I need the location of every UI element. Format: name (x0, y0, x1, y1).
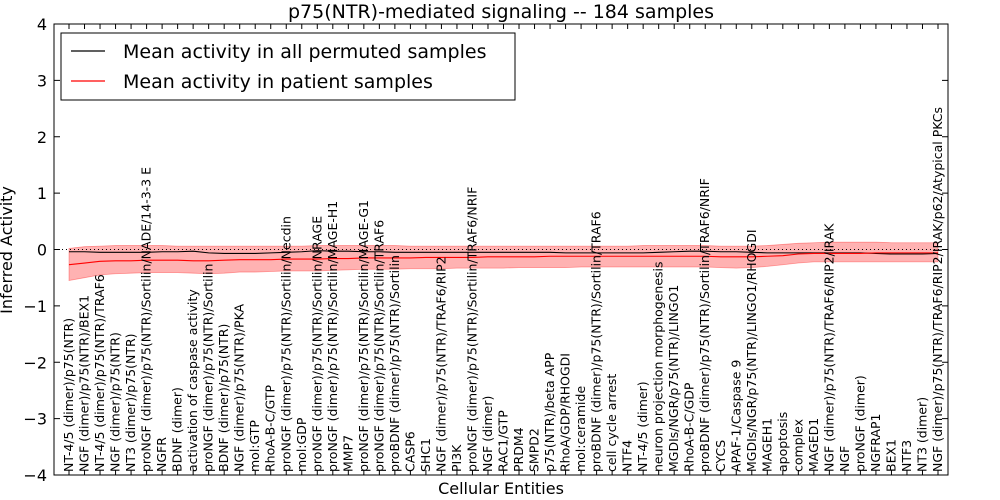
x-tick-label: RhoA/GDP/RHOGDI (558, 353, 573, 472)
x-tick-label: NTF4 (620, 440, 635, 472)
x-tick-label: BDNF (dimer) (170, 387, 185, 472)
x-tick-label: proNGF (dimer)/p75(NTR)/Sortilin (201, 264, 216, 472)
x-tick-label: neuron projection morphogenesis (651, 261, 666, 472)
x-tick-label: APAF-1/Caspase 9 (728, 360, 743, 472)
x-tick-label: MAGEH1 (759, 418, 774, 472)
x-tick-label: NGF (dimer)/p75(NTR)/TRAF6/RIP2 (433, 256, 448, 472)
x-tick-label: mol:ceramide (573, 386, 588, 472)
y-tick-label: −4 (23, 466, 47, 485)
x-tick-label: SMPD2 (527, 428, 542, 472)
x-tick-label: complex (790, 419, 805, 472)
y-axis-label: Inferred Activity (0, 186, 16, 314)
plot-area (54, 241, 948, 281)
legend: Mean activity in all permuted samples Me… (60, 32, 516, 101)
x-tick-label: NT3 (dimer) (914, 397, 929, 472)
x-tick-label: BDNF (dimer)/p75(NTR) (216, 324, 231, 472)
x-tick-label: proNGF (dimer)/p75(NTR)/Sortilin/NRAGE (309, 216, 324, 472)
x-tick-label: BEX1 (883, 439, 898, 472)
y-tick-label: −3 (23, 410, 47, 429)
x-tick-label: NGF (dimer)/p75(NTR)/BEX1 (77, 295, 92, 472)
y-tick-label: 0 (37, 241, 47, 260)
x-tick-label: NT3 (dimer)/p75(NTR) (123, 333, 138, 472)
x-tick-label: MGDIs/NGR/p75(NTR)/LINGO1/RHOGDI (744, 229, 759, 472)
x-tick-label: NGF (dimer)/p75(NTR)/PKA (232, 303, 247, 472)
x-tick-label: NT-4/5 (dimer) (635, 381, 650, 472)
x-tick-label: mol:GTP (247, 420, 262, 472)
x-tick-label: proBDNF (dimer)/p75(NTR)/Sortilin/TRAF6/… (697, 178, 712, 472)
x-tick-label: RAC1/GTP (496, 410, 511, 472)
permuted-mean-line (69, 250, 939, 255)
x-tick-label: p75(NTR)/beta APP (542, 352, 557, 472)
x-axis-label: Cellular Entities (438, 479, 564, 498)
x-tick-label: proNGF (dimer)/p75(NTR)/Sortilin/TRAF6 (371, 220, 386, 472)
x-tick-label: NTF3 (899, 440, 914, 472)
x-tick-label: MGDIs/NGR/p75(NTR)/LINGO1 (666, 285, 681, 472)
legend-box (60, 32, 516, 101)
y-tick-label: 2 (37, 128, 47, 147)
x-tick-label: proNGF (dimer)/p75(NTR)/Sortilin/NADE/14… (139, 167, 154, 472)
y-axis: −4 −3 −2 −1 0 1 2 3 4 (23, 15, 948, 485)
x-tick-label: proNGF (dimer)/p75(NTR)/Sortilin/MAGE-G1 (356, 200, 371, 472)
x-tick-label: proBDNF (dimer)/p75(NTR)/Sortilin (387, 255, 402, 472)
x-tick-label: CYCS (713, 440, 728, 472)
legend-label-permuted: Mean activity in all permuted samples (123, 41, 486, 63)
x-tick-label: PI3K (449, 444, 464, 472)
x-tick-label: NGF (dimer) (480, 396, 495, 472)
x-tick-label: apoptosis (775, 412, 790, 472)
patient-mean-line (68, 252, 938, 266)
x-tick-label: proNGF (dimer)/p75(NTR)/Sortilin/TRAF6/N… (464, 187, 479, 472)
y-tick-label: 3 (37, 71, 47, 90)
x-tick-label: NT-4/5 (dimer)/p75(NTR) (61, 318, 76, 472)
x-tick-label: NT-4/5 (dimer)/p75(NTR)/TRAF6 (92, 274, 107, 472)
x-tick-label: proBDNF (dimer)/p75(NTR)/Sortilin/TRAF6 (589, 211, 604, 472)
x-tick-label: NGF (dimer)/p75(NTR)/TRAF6/RIP2/IRAK/p62… (930, 107, 945, 472)
x-tick-label: NGF (837, 446, 852, 472)
x-tick-label: PRDM4 (511, 427, 526, 472)
x-tick-label: cell cycle arrest (604, 374, 619, 472)
x-tick-label: RhoA-B-C/GTP (263, 384, 278, 471)
y-tick-label: 1 (37, 184, 47, 203)
x-tick-label: MAGED1 (806, 418, 821, 472)
y-tick-label: −1 (23, 297, 47, 316)
x-tick-label: activation of caspase activity (185, 289, 200, 472)
x-tick-label: mol:GDP (294, 417, 309, 472)
x-tick-label: proNGF (dimer)/p75(NTR)/Sortilin/Necdin (278, 216, 293, 472)
x-tick-label: NGF (dimer)/p75(NTR) (108, 332, 123, 472)
x-tick-label: proNGF (dimer)/p75(NTR)/Sortilin/MAGE-H1 (325, 201, 340, 472)
y-tick-label: −2 (23, 353, 47, 372)
x-tick-label: NGFR (154, 437, 169, 472)
legend-label-patient: Mean activity in patient samples (123, 71, 433, 93)
patient-spread-band (68, 241, 939, 281)
x-tick-label: MMP7 (340, 435, 355, 472)
chart-title: p75(NTR)-mediated signaling -- 184 sampl… (288, 1, 714, 23)
x-tick-label: SHC1 (418, 438, 433, 472)
y-tick-label: 4 (37, 15, 47, 34)
x-tick-label: CASP6 (402, 431, 417, 472)
x-tick-label: RhoA-B-C/GDP (682, 382, 697, 472)
x-tick-label: proNGF (dimer) (852, 375, 867, 472)
x-tick-label: NGF (dimer)/p75(NTR)/TRAF6/RIP2/IRAK (821, 223, 836, 472)
x-axis: NT-4/5 (dimer)/p75(NTR) NGF (dimer)/p75(N… (61, 24, 945, 475)
x-tick-label: NGFRAP1 (868, 414, 883, 472)
